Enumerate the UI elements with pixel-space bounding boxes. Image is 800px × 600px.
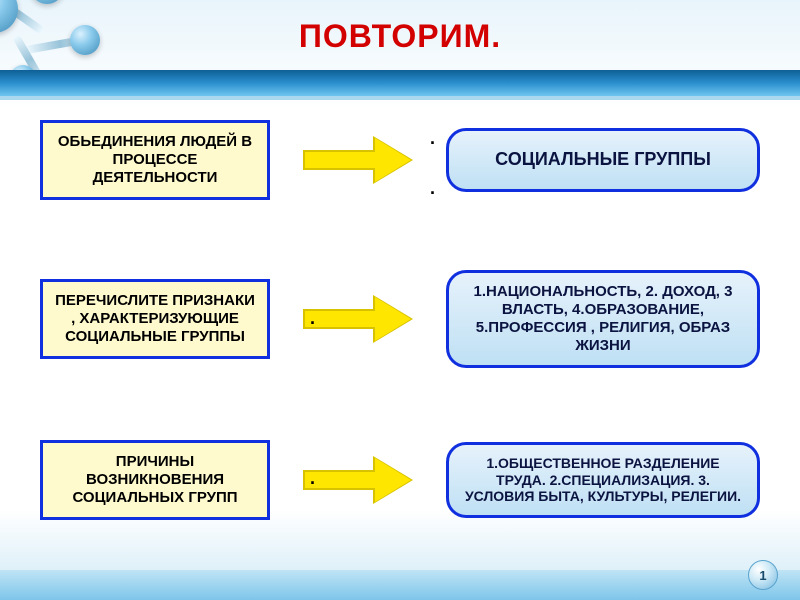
left-box-2: ПЕРЕЧИСЛИТЕ ПРИЗНАКИ , ХАРАКТЕРИЗУЮЩИЕ С… [40, 279, 270, 359]
left-box-1: ОБЬЕДИНЕНИЯ ЛЮДЕЙ В ПРОЦЕССЕ ДЕЯТЕЛЬНОСТ… [40, 120, 270, 200]
left-box-3: ПРИЧИНЫ ВОЗНИКНОВЕНИЯ СОЦИАЛЬНЫХ ГРУПП [40, 440, 270, 520]
right-box-3: 1.ОБЩЕСТВЕННОЕ РАЗДЕЛЕНИЕ ТРУДА. 2.СПЕЦИ… [446, 442, 760, 518]
diagram-row: ОБЬЕДИНЕНИЯ ЛЮДЕЙ В ПРОЦЕССЕ ДЕЯТЕЛЬНОСТ… [40, 120, 760, 200]
diagram-row: ПРИЧИНЫ ВОЗНИКНОВЕНИЯ СОЦИАЛЬНЫХ ГРУПП 1… [40, 440, 760, 520]
arrow-1 [288, 138, 428, 182]
bottom-stripe [0, 570, 800, 600]
page-number-badge: 1 [748, 560, 778, 590]
arrow-2 [288, 297, 428, 341]
page-title: ПОВТОРИМ. [0, 18, 800, 55]
diagram-area: ОБЬЕДИНЕНИЯ ЛЮДЕЙ В ПРОЦЕССЕ ДЕЯТЕЛЬНОСТ… [40, 120, 760, 560]
diagram-row: ПЕРЕЧИСЛИТЕ ПРИЗНАКИ , ХАРАКТЕРИЗУЮЩИЕ С… [40, 270, 760, 368]
right-box-2: 1.НАЦИОНАЛЬНОСТЬ, 2. ДОХОД, 3 ВЛАСТЬ, 4.… [446, 270, 760, 368]
arrow-3 [288, 458, 428, 502]
right-box-1: СОЦИАЛЬНЫЕ ГРУППЫ [446, 128, 760, 192]
header-band [0, 70, 800, 96]
